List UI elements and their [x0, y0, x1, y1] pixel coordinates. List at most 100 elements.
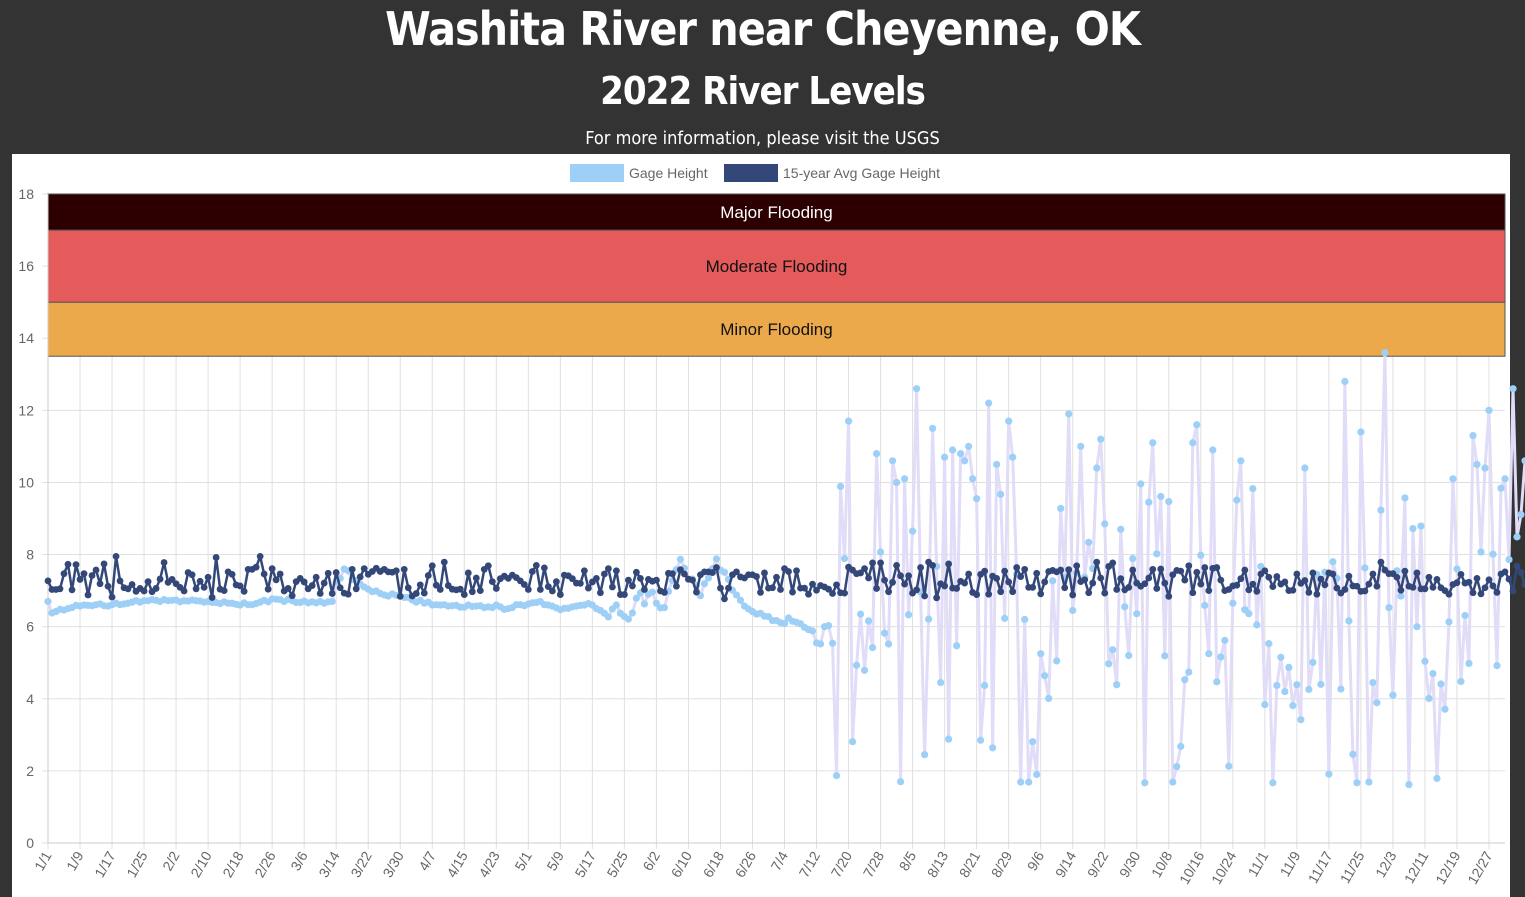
x-tick-label: 6/10	[668, 848, 696, 880]
avg-gage-height-point	[144, 578, 152, 585]
x-tick-label: 7/4	[768, 848, 792, 873]
x-tick-label: 6/2	[639, 848, 663, 873]
avg-gage-height-point	[1273, 573, 1281, 580]
gage-height-point	[921, 751, 929, 759]
avg-gage-height-point	[813, 586, 820, 594]
avg-gage-height-point	[400, 565, 408, 573]
avg-gage-height-point	[1493, 589, 1501, 596]
gage-height-point	[1233, 496, 1241, 504]
gage-height-point	[1401, 494, 1409, 502]
x-tick-label: 2/26	[251, 848, 279, 880]
x-tick-label: 9/6	[1024, 848, 1048, 873]
gage-height-point	[981, 681, 989, 690]
avg-gage-height-point	[717, 584, 724, 592]
x-tick-label: 11/1	[1244, 848, 1271, 879]
gage-height-point	[1141, 779, 1149, 787]
gage-height-point	[1501, 475, 1509, 483]
gage-height-point	[1149, 439, 1157, 447]
avg-gage-height-point	[332, 569, 340, 576]
avg-gage-height-point	[709, 569, 716, 576]
avg-gage-height-point	[536, 586, 544, 593]
avg-gage-height-point	[1013, 564, 1021, 571]
gage-height-point	[1005, 417, 1013, 425]
gage-height-point	[908, 527, 917, 535]
gage-height-point	[876, 548, 885, 556]
avg-gage-height-point	[104, 582, 112, 590]
avg-gage-height-point	[1453, 579, 1461, 587]
y-tick-label: 10	[18, 474, 34, 490]
avg-gage-height-point	[693, 588, 700, 596]
avg-gage-height-point	[713, 564, 720, 571]
avg-gage-height-point	[1089, 579, 1097, 587]
x-tick-label: 2/18	[219, 848, 247, 880]
avg-gage-height-point	[1393, 573, 1401, 581]
gage-height-point	[1453, 565, 1461, 573]
gage-height-point	[997, 490, 1005, 498]
gage-height-point	[945, 735, 953, 743]
avg-gage-height-point	[396, 592, 404, 600]
avg-gage-height-point	[1305, 589, 1313, 596]
avg-gage-height-point	[1185, 562, 1193, 570]
avg-gage-height-point	[933, 594, 941, 602]
avg-gage-height-point	[1465, 578, 1473, 586]
gage-height-point	[1269, 779, 1277, 787]
avg-gage-height-point	[805, 590, 812, 598]
avg-gage-height-point	[72, 561, 80, 569]
minor-flood-band	[47, 301, 1506, 357]
gage-height-point	[1345, 617, 1353, 625]
avg-gage-height-point	[1021, 565, 1029, 573]
gage-height-point	[1113, 681, 1121, 689]
gage-height-point	[884, 640, 893, 648]
avg-gage-height-point	[1037, 590, 1045, 598]
gage-height-point	[1357, 428, 1365, 436]
avg-gage-height-point	[140, 587, 148, 595]
avg-gage-height-point	[1001, 567, 1009, 575]
avg-gage-height-point	[160, 559, 168, 566]
avg-gage-height-point	[973, 591, 981, 598]
gage-height-point	[1493, 662, 1501, 670]
gage-height-point	[1497, 484, 1505, 492]
gage-height-point	[1201, 601, 1209, 609]
avg-gage-height-point	[1117, 575, 1125, 583]
gage-height-point	[840, 554, 849, 563]
gage-height-point	[888, 457, 897, 465]
gage-height-point	[1485, 406, 1493, 414]
avg-gage-height-point	[576, 580, 584, 587]
gage-height-point	[604, 613, 612, 621]
gage-height-point	[1037, 650, 1045, 658]
avg-gage-height-point	[689, 576, 696, 584]
avg-gage-height-point	[1065, 566, 1073, 574]
gage-height-point	[1129, 554, 1137, 563]
avg-gage-height-point	[524, 586, 532, 593]
avg-gage-height-point	[220, 587, 228, 595]
x-tick-label: 6/26	[732, 848, 760, 880]
avg-gage-height-point	[1333, 584, 1341, 592]
gage-height-point	[648, 588, 657, 596]
gage-height-point	[1337, 685, 1345, 693]
y-tick-label: 0	[26, 835, 34, 851]
avg-gage-height-point	[1317, 575, 1325, 583]
gage-height-point	[1221, 636, 1229, 644]
avg-gage-height-point	[1373, 582, 1381, 590]
avg-gage-height-point	[264, 585, 272, 593]
gage-height-point	[1265, 640, 1273, 648]
gage-height-point	[941, 453, 949, 461]
avg-gage-height-point	[873, 585, 880, 592]
avg-gage-height-point	[100, 560, 108, 568]
gage-height-point	[957, 450, 965, 458]
avg-gage-height-point	[1005, 578, 1013, 586]
avg-gage-height-point	[488, 578, 496, 585]
gage-height-point	[1189, 439, 1197, 447]
avg-gage-height-point	[548, 587, 556, 595]
avg-gage-height-point	[236, 582, 244, 590]
avg-gage-height-point	[769, 584, 776, 592]
usgs-link[interactable]: USGS	[894, 128, 940, 149]
y-tick-label: 12	[18, 402, 34, 418]
gage-height-point	[1173, 762, 1181, 771]
avg-gage-height-point	[997, 588, 1005, 596]
y-tick-label: 6	[26, 619, 34, 635]
gage-height-point	[1341, 377, 1349, 386]
avg-gage-height-point	[641, 586, 648, 593]
avg-gage-height-point	[440, 558, 448, 566]
avg-gage-height-point	[392, 567, 400, 575]
